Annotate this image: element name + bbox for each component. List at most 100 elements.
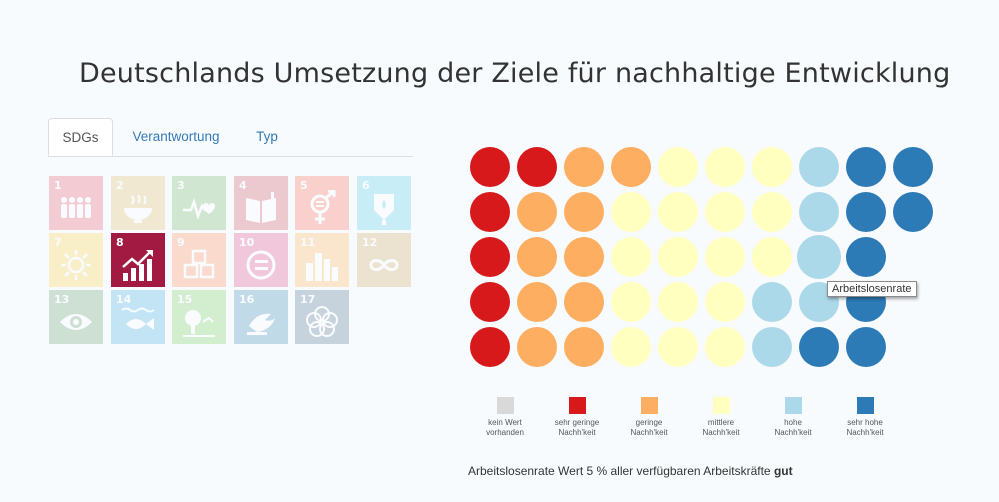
tab-verantwortung[interactable]: Verantwortung xyxy=(132,129,220,144)
legend-label-line2: Nachh'keit xyxy=(846,428,884,437)
indicator-dot[interactable] xyxy=(564,147,604,187)
indicator-dot[interactable] xyxy=(470,327,510,367)
legend-label-line2: Nachh'keit xyxy=(558,428,596,437)
sdg-tile-8[interactable]: 8 xyxy=(111,233,165,287)
legend-swatch xyxy=(784,397,802,414)
indicator-status-line: Arbeitslosenrate Wert 5 % aller verfügba… xyxy=(468,464,793,478)
sdg-tile-number: 12 xyxy=(362,236,378,249)
indicator-dot-active[interactable] xyxy=(797,235,841,279)
legend-swatch xyxy=(496,397,514,414)
legend-label-line2: Nachh'keit xyxy=(702,428,740,437)
indicator-dot[interactable] xyxy=(752,147,792,187)
sdg-tile-number: 16 xyxy=(239,293,255,306)
indicator-dot[interactable] xyxy=(705,147,745,187)
tab-sdgs[interactable]: SDGs xyxy=(48,118,113,156)
indicator-dot[interactable] xyxy=(705,327,745,367)
indicator-dot[interactable] xyxy=(705,192,745,232)
legend-item: kein Wert vorhanden xyxy=(465,397,545,438)
sdg-tile-number: 13 xyxy=(54,293,70,306)
legend-label-line1: mittlere xyxy=(707,418,735,427)
sdg-tile-16[interactable]: 16 xyxy=(234,290,288,344)
indicator-dot[interactable] xyxy=(799,327,839,367)
legend-swatch xyxy=(568,397,586,414)
indicator-dot[interactable] xyxy=(470,192,510,232)
indicator-dot[interactable] xyxy=(611,237,651,277)
sdg-tile-number: 9 xyxy=(177,236,185,249)
indicator-dot[interactable] xyxy=(846,192,886,232)
indicator-dot[interactable] xyxy=(752,282,792,322)
indicator-dot[interactable] xyxy=(658,192,698,232)
sdg-tile-13[interactable]: 13 xyxy=(49,290,103,344)
sdg-tile-number: 3 xyxy=(177,179,185,192)
indicator-dot[interactable] xyxy=(611,327,651,367)
sdg-tile-5[interactable]: 5 xyxy=(295,176,349,230)
legend-label-line1: sehr hohe xyxy=(847,418,883,427)
legend-label-line1: geringe xyxy=(635,418,663,427)
indicator-dot[interactable] xyxy=(658,282,698,322)
indicator-dot[interactable] xyxy=(470,282,510,322)
indicator-dot[interactable] xyxy=(517,147,557,187)
tab-bar: SDGs Verantwortung Typ xyxy=(48,118,413,157)
sdg-tile-10[interactable]: 10 xyxy=(234,233,288,287)
indicator-dot[interactable] xyxy=(611,192,651,232)
sdg-tile-12[interactable]: 12 xyxy=(357,233,411,287)
indicator-dot[interactable] xyxy=(752,192,792,232)
legend-label-line1: sehr geringe xyxy=(554,418,600,427)
indicator-dot[interactable] xyxy=(470,147,510,187)
legend-swatch xyxy=(712,397,730,414)
sdg-tile-number: 5 xyxy=(300,179,308,192)
indicator-dot[interactable] xyxy=(517,237,557,277)
indicator-dot[interactable] xyxy=(517,192,557,232)
tab-typ[interactable]: Typ xyxy=(256,129,278,144)
indicator-dot[interactable] xyxy=(658,327,698,367)
legend-swatch xyxy=(856,397,874,414)
legend-label-line2: Nachh'keit xyxy=(774,428,812,437)
sdg-tile-2[interactable]: 2 xyxy=(111,176,165,230)
sdg-tile-4[interactable]: 4 xyxy=(234,176,288,230)
sdg-tile-1[interactable]: 1 xyxy=(49,176,103,230)
sdg-tile-number: 6 xyxy=(362,179,370,192)
sdg-tile-number: 15 xyxy=(177,293,193,306)
indicator-dot[interactable] xyxy=(564,282,604,322)
indicator-dot[interactable] xyxy=(752,237,792,277)
legend-item: geringe Nachh'keit xyxy=(609,397,689,438)
sdg-tile-17[interactable]: 17 xyxy=(295,290,349,344)
legend-item: sehr hohe Nachh'keit xyxy=(825,397,905,438)
indicator-dot[interactable] xyxy=(799,147,839,187)
legend-label-line2: vorhanden xyxy=(486,428,524,437)
sdg-tile-11[interactable]: 11 xyxy=(295,233,349,287)
indicator-dot[interactable] xyxy=(517,327,557,367)
indicator-dot[interactable] xyxy=(893,147,933,187)
indicator-dot[interactable] xyxy=(846,147,886,187)
indicator-dot[interactable] xyxy=(893,192,933,232)
indicator-dot[interactable] xyxy=(611,147,651,187)
sdg-tile-9[interactable]: 9 xyxy=(172,233,226,287)
legend-label-line1: hohe xyxy=(784,418,802,427)
sdg-tile-6[interactable]: 6 xyxy=(357,176,411,230)
indicator-dot[interactable] xyxy=(564,237,604,277)
sdg-tile-3[interactable]: 3 xyxy=(172,176,226,230)
indicator-dot[interactable] xyxy=(846,237,886,277)
indicator-dot[interactable] xyxy=(658,147,698,187)
legend-swatch xyxy=(640,397,658,414)
page-title: Deutschlands Umsetzung der Ziele für nac… xyxy=(79,58,951,89)
indicator-dot[interactable] xyxy=(470,237,510,277)
sdg-tile-number: 1 xyxy=(54,179,62,192)
sdg-tile-number: 10 xyxy=(239,236,255,249)
indicator-dot[interactable] xyxy=(705,237,745,277)
legend-item: mittlere Nachh'keit xyxy=(681,397,761,438)
indicator-dot[interactable] xyxy=(564,192,604,232)
indicator-dot[interactable] xyxy=(564,327,604,367)
sdg-tile-14[interactable]: 14 xyxy=(111,290,165,344)
indicator-dot[interactable] xyxy=(705,282,745,322)
indicator-dot[interactable] xyxy=(517,282,557,322)
indicator-dot[interactable] xyxy=(799,192,839,232)
indicator-dot[interactable] xyxy=(611,282,651,322)
indicator-dot[interactable] xyxy=(846,327,886,367)
indicator-dot[interactable] xyxy=(752,327,792,367)
sdg-tile-7[interactable]: 7 xyxy=(49,233,103,287)
sdg-tile-number: 4 xyxy=(239,179,247,192)
sdg-tile-15[interactable]: 15 xyxy=(172,290,226,344)
indicator-dot[interactable] xyxy=(658,237,698,277)
legend-item: hohe Nachh'keit xyxy=(753,397,833,438)
